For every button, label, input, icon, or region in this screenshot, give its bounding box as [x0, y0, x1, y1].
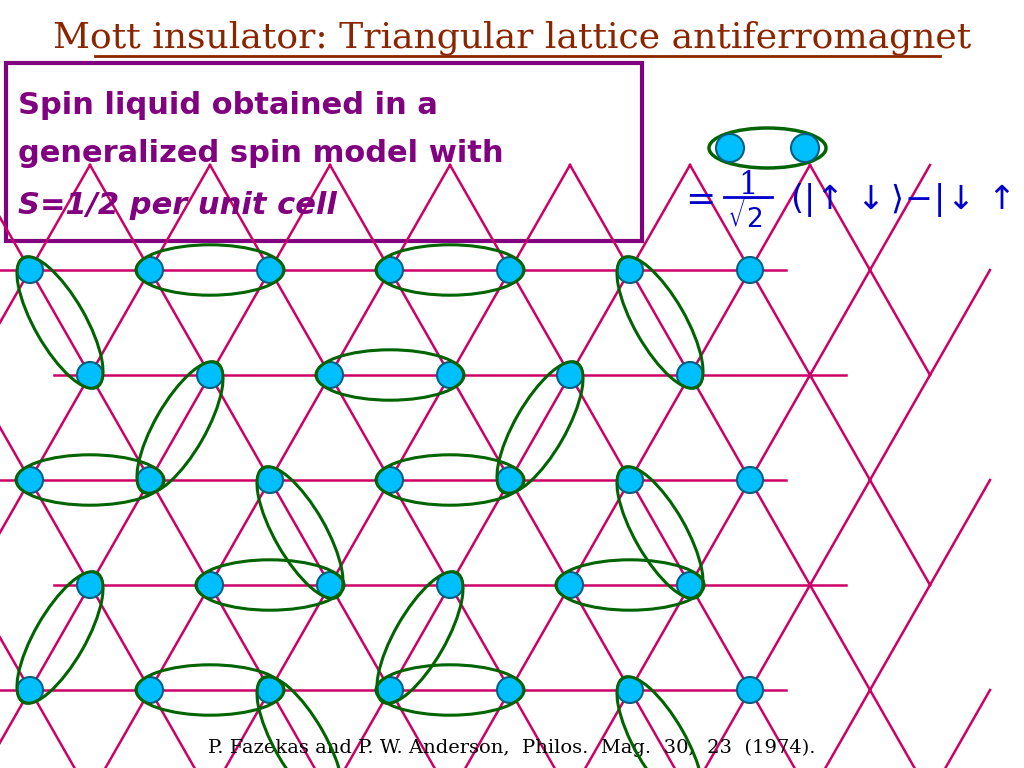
Circle shape: [557, 572, 583, 598]
Circle shape: [257, 467, 283, 493]
Circle shape: [257, 257, 283, 283]
Circle shape: [716, 134, 744, 162]
Circle shape: [437, 362, 463, 388]
Text: $(|\!\uparrow\downarrow\rangle\!-\!|\!\downarrow\uparrow\rangle)$: $(|\!\uparrow\downarrow\rangle\!-\!|\!\d…: [790, 181, 1024, 219]
Circle shape: [197, 572, 223, 598]
Circle shape: [17, 467, 43, 493]
Circle shape: [791, 134, 819, 162]
Circle shape: [257, 677, 283, 703]
Circle shape: [137, 677, 163, 703]
Circle shape: [677, 572, 703, 598]
Text: =: =: [685, 183, 715, 217]
Circle shape: [737, 467, 763, 493]
Text: P. Fazekas and P. W. Anderson,  Philos.  Mag.  30,  23  (1974).: P. Fazekas and P. W. Anderson, Philos. M…: [208, 739, 816, 757]
Circle shape: [617, 467, 643, 493]
Circle shape: [437, 572, 463, 598]
Circle shape: [137, 467, 163, 493]
Circle shape: [737, 257, 763, 283]
Circle shape: [317, 572, 343, 598]
Circle shape: [137, 257, 163, 283]
Circle shape: [77, 362, 103, 388]
Circle shape: [617, 677, 643, 703]
Circle shape: [17, 257, 43, 283]
Text: generalized spin model with: generalized spin model with: [18, 138, 504, 167]
Circle shape: [77, 572, 103, 598]
Circle shape: [497, 467, 523, 493]
Circle shape: [737, 677, 763, 703]
Text: Spin liquid obtained in a: Spin liquid obtained in a: [18, 91, 438, 120]
Circle shape: [317, 362, 343, 388]
Circle shape: [497, 257, 523, 283]
Circle shape: [197, 362, 223, 388]
Circle shape: [617, 257, 643, 283]
Text: $\sqrt{2}$: $\sqrt{2}$: [727, 199, 769, 233]
Text: S=1/2 per unit cell: S=1/2 per unit cell: [18, 190, 337, 220]
Circle shape: [377, 467, 403, 493]
Circle shape: [677, 362, 703, 388]
Circle shape: [377, 257, 403, 283]
Text: Mott insulator: Triangular lattice antiferromagnet: Mott insulator: Triangular lattice antif…: [53, 21, 971, 55]
Circle shape: [377, 677, 403, 703]
Circle shape: [17, 677, 43, 703]
Circle shape: [557, 362, 583, 388]
Circle shape: [497, 677, 523, 703]
Text: 1: 1: [738, 170, 758, 201]
